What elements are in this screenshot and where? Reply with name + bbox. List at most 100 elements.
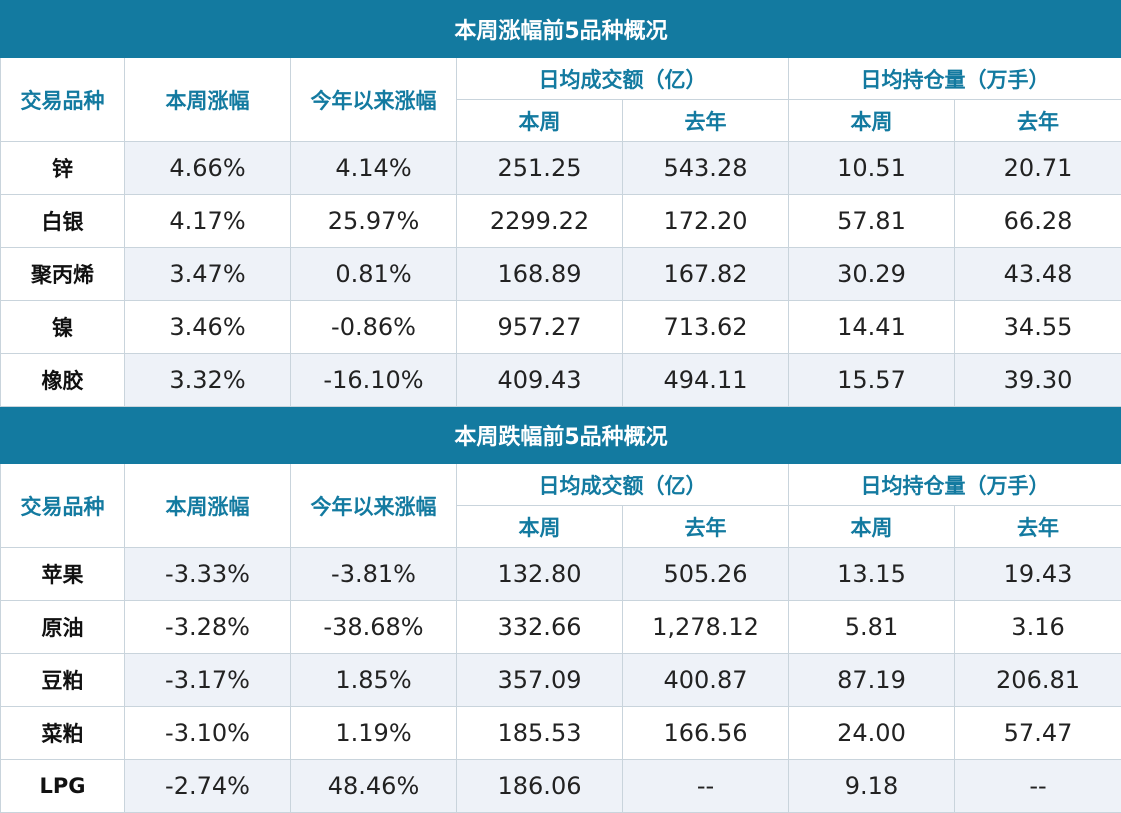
variety-name: 豆粕 xyxy=(1,654,125,707)
header-row: 交易品种 本周涨幅 今年以来涨幅 日均成交额（亿） 日均持仓量（万手） xyxy=(1,464,1121,506)
table-row: 橡胶 3.32% -16.10% 409.43 494.11 15.57 39.… xyxy=(1,354,1121,407)
section-title-row: 本周跌幅前5品种概况 xyxy=(1,407,1121,464)
variety-name: 原油 xyxy=(1,601,125,654)
ytd-change-cell: 1.85% xyxy=(291,654,457,707)
turnover-week-cell: 332.66 xyxy=(457,601,623,654)
turnover-last-year-cell: 713.62 xyxy=(623,301,789,354)
ytd-change-cell: -0.86% xyxy=(291,301,457,354)
oi-week-cell: 14.41 xyxy=(789,301,955,354)
table-row: 菜粕 -3.10% 1.19% 185.53 166.56 24.00 57.4… xyxy=(1,707,1121,760)
turnover-week-cell: 409.43 xyxy=(457,354,623,407)
week-change-cell: 4.17% xyxy=(125,195,291,248)
turnover-week-cell: 132.80 xyxy=(457,548,623,601)
oi-last-year-cell: 57.47 xyxy=(955,707,1121,760)
oi-last-year-cell: 20.71 xyxy=(955,142,1121,195)
subheader-this-week: 本周 xyxy=(789,100,955,142)
header-week-change: 本周涨幅 xyxy=(125,58,291,142)
oi-last-year-cell: 66.28 xyxy=(955,195,1121,248)
week-change-cell: 3.47% xyxy=(125,248,291,301)
turnover-week-cell: 251.25 xyxy=(457,142,623,195)
table-row: 聚丙烯 3.47% 0.81% 168.89 167.82 30.29 43.4… xyxy=(1,248,1121,301)
oi-last-year-cell: 34.55 xyxy=(955,301,1121,354)
header-avg-open-interest: 日均持仓量（万手） xyxy=(789,58,1121,100)
ytd-change-cell: 25.97% xyxy=(291,195,457,248)
header-row: 交易品种 本周涨幅 今年以来涨幅 日均成交额（亿） 日均持仓量（万手） xyxy=(1,58,1121,100)
week-change-cell: 3.32% xyxy=(125,354,291,407)
oi-week-cell: 30.29 xyxy=(789,248,955,301)
ytd-change-cell: 4.14% xyxy=(291,142,457,195)
table-row: 原油 -3.28% -38.68% 332.66 1,278.12 5.81 3… xyxy=(1,601,1121,654)
table-row: 豆粕 -3.17% 1.85% 357.09 400.87 87.19 206.… xyxy=(1,654,1121,707)
turnover-week-cell: 2299.22 xyxy=(457,195,623,248)
variety-name: 镍 xyxy=(1,301,125,354)
header-ytd-change: 今年以来涨幅 xyxy=(291,464,457,548)
oi-last-year-cell: 206.81 xyxy=(955,654,1121,707)
oi-last-year-cell: 39.30 xyxy=(955,354,1121,407)
variety-name: 橡胶 xyxy=(1,354,125,407)
header-avg-open-interest: 日均持仓量（万手） xyxy=(789,464,1121,506)
subheader-last-year: 去年 xyxy=(623,100,789,142)
subheader-last-year: 去年 xyxy=(623,506,789,548)
turnover-week-cell: 957.27 xyxy=(457,301,623,354)
oi-week-cell: 5.81 xyxy=(789,601,955,654)
oi-last-year-cell: 19.43 xyxy=(955,548,1121,601)
turnover-week-cell: 357.09 xyxy=(457,654,623,707)
subheader-this-week: 本周 xyxy=(789,506,955,548)
turnover-last-year-cell: 166.56 xyxy=(623,707,789,760)
turnover-last-year-cell: 400.87 xyxy=(623,654,789,707)
header-variety: 交易品种 xyxy=(1,58,125,142)
ytd-change-cell: -3.81% xyxy=(291,548,457,601)
turnover-week-cell: 185.53 xyxy=(457,707,623,760)
oi-week-cell: 15.57 xyxy=(789,354,955,407)
oi-week-cell: 87.19 xyxy=(789,654,955,707)
table-row: 白银 4.17% 25.97% 2299.22 172.20 57.81 66.… xyxy=(1,195,1121,248)
turnover-week-cell: 168.89 xyxy=(457,248,623,301)
ytd-change-cell: -16.10% xyxy=(291,354,457,407)
oi-week-cell: 24.00 xyxy=(789,707,955,760)
variety-name: 白银 xyxy=(1,195,125,248)
header-ytd-change: 今年以来涨幅 xyxy=(291,58,457,142)
section-title: 本周涨幅前5品种概况 xyxy=(1,1,1121,58)
oi-week-cell: 10.51 xyxy=(789,142,955,195)
variety-name: 聚丙烯 xyxy=(1,248,125,301)
ytd-change-cell: 1.19% xyxy=(291,707,457,760)
week-change-cell: -3.10% xyxy=(125,707,291,760)
turnover-week-cell: 186.06 xyxy=(457,760,623,813)
oi-last-year-cell: -- xyxy=(955,760,1121,813)
oi-week-cell: 57.81 xyxy=(789,195,955,248)
turnover-last-year-cell: 543.28 xyxy=(623,142,789,195)
turnover-last-year-cell: 167.82 xyxy=(623,248,789,301)
section-title-row: 本周涨幅前5品种概况 xyxy=(1,1,1121,58)
table-row: 镍 3.46% -0.86% 957.27 713.62 14.41 34.55 xyxy=(1,301,1121,354)
header-avg-turnover: 日均成交额（亿） xyxy=(457,58,789,100)
variety-name: 菜粕 xyxy=(1,707,125,760)
subheader-this-week: 本周 xyxy=(457,506,623,548)
week-change-cell: -3.33% xyxy=(125,548,291,601)
header-avg-turnover: 日均成交额（亿） xyxy=(457,464,789,506)
turnover-last-year-cell: 172.20 xyxy=(623,195,789,248)
turnover-last-year-cell: 494.11 xyxy=(623,354,789,407)
variety-name: 锌 xyxy=(1,142,125,195)
header-week-change: 本周涨幅 xyxy=(125,464,291,548)
table-row: 锌 4.66% 4.14% 251.25 543.28 10.51 20.71 xyxy=(1,142,1121,195)
turnover-last-year-cell: 1,278.12 xyxy=(623,601,789,654)
variety-name: 苹果 xyxy=(1,548,125,601)
oi-week-cell: 13.15 xyxy=(789,548,955,601)
section-title: 本周跌幅前5品种概况 xyxy=(1,407,1121,464)
subheader-last-year: 去年 xyxy=(955,100,1121,142)
ytd-change-cell: 48.46% xyxy=(291,760,457,813)
table-row: 苹果 -3.33% -3.81% 132.80 505.26 13.15 19.… xyxy=(1,548,1121,601)
week-change-cell: 3.46% xyxy=(125,301,291,354)
subheader-last-year: 去年 xyxy=(955,506,1121,548)
oi-last-year-cell: 43.48 xyxy=(955,248,1121,301)
week-change-cell: -2.74% xyxy=(125,760,291,813)
oi-week-cell: 9.18 xyxy=(789,760,955,813)
oi-last-year-cell: 3.16 xyxy=(955,601,1121,654)
week-change-cell: -3.28% xyxy=(125,601,291,654)
week-change-cell: 4.66% xyxy=(125,142,291,195)
subheader-this-week: 本周 xyxy=(457,100,623,142)
turnover-last-year-cell: 505.26 xyxy=(623,548,789,601)
variety-name: LPG xyxy=(1,760,125,813)
week-change-cell: -3.17% xyxy=(125,654,291,707)
